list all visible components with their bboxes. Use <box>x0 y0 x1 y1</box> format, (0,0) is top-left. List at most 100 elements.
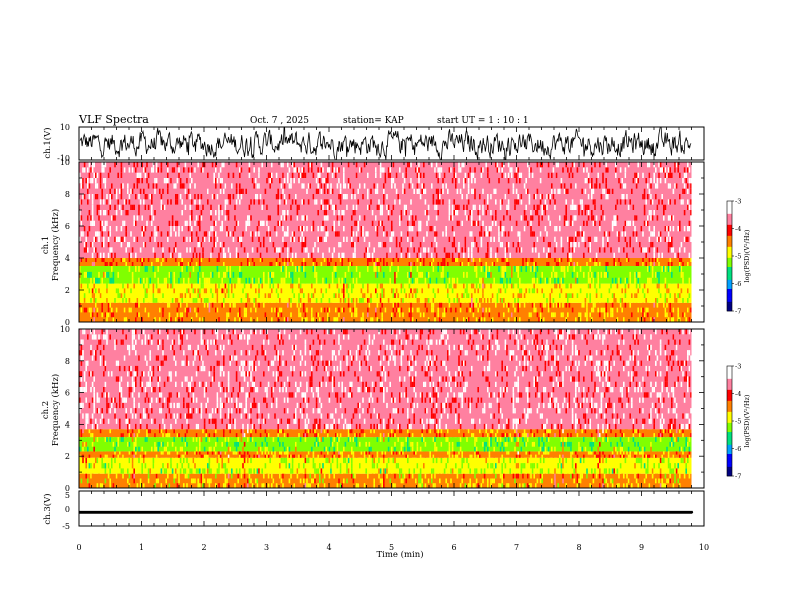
spectrogram-cell <box>408 183 411 189</box>
spectrogram-cell <box>434 226 436 232</box>
spectrogram-cell <box>376 188 379 194</box>
spectrogram-cell <box>587 194 590 200</box>
spectrogram-cell <box>547 312 550 318</box>
spectrogram-cell <box>240 167 243 173</box>
spectrogram-cell <box>325 204 327 210</box>
spectrogram-cell <box>176 199 179 205</box>
spectrogram-cell <box>347 178 350 184</box>
spectrogram-cell <box>634 283 636 289</box>
spectrogram-cell <box>279 307 281 313</box>
spectrogram-cell <box>642 220 644 226</box>
spectrogram-cell <box>498 317 500 322</box>
spectrogram-cell <box>175 220 177 226</box>
spectrogram-cell <box>239 242 241 248</box>
spectrogram-cell <box>231 288 233 294</box>
spectrogram-cell <box>467 288 470 294</box>
spectrogram-cell <box>469 242 471 248</box>
spectrogram-cell <box>514 172 516 178</box>
spectrogram-cell <box>346 204 348 210</box>
spectrogram-cell <box>290 283 292 289</box>
spectrogram-cell <box>424 277 427 284</box>
spectrogram-cell <box>424 215 427 221</box>
spectrogram-cell <box>133 162 135 168</box>
spectrogram-cell <box>367 188 369 194</box>
spectrogram-cell <box>431 183 433 189</box>
spectrogram-cell <box>173 199 175 205</box>
spectrogram-cell <box>511 312 513 318</box>
spectrogram-cell <box>290 288 292 294</box>
spectrogram-cell <box>480 236 483 242</box>
spectrogram-cell <box>112 236 115 242</box>
spectrogram-cell <box>432 271 435 278</box>
spectrogram-cell <box>469 302 471 308</box>
spectrogram-cell <box>138 298 140 303</box>
spectrogram-cell <box>615 220 617 226</box>
spectrogram-cell <box>170 271 172 278</box>
spectrogram-cell <box>247 298 249 303</box>
spectrogram-cell <box>477 266 479 272</box>
spectrogram-cell <box>471 298 473 303</box>
spectrogram-cell <box>448 215 451 221</box>
spectrogram-cell <box>216 258 219 262</box>
spectrogram-cell <box>115 220 118 226</box>
spectrogram-cell <box>130 288 132 294</box>
spectrogram-cell <box>461 258 463 262</box>
spectrogram-cell <box>400 210 403 216</box>
spectrogram-cell <box>288 258 291 262</box>
spectrogram-cell <box>511 172 513 178</box>
spectrogram-cell <box>467 307 470 313</box>
spectrogram-cell <box>253 302 255 308</box>
spectrogram-cell <box>101 293 103 298</box>
spectrogram-cell <box>226 266 228 272</box>
spectrogram-cell <box>501 258 503 262</box>
spectrogram-cell <box>226 204 228 210</box>
spectrogram-cell <box>154 271 156 278</box>
spectrogram-cell <box>202 266 204 272</box>
spectrogram-cell <box>181 312 183 318</box>
spectrogram-cell <box>413 199 415 205</box>
spectrogram-cell <box>346 247 348 253</box>
spectrogram-cell <box>434 242 436 248</box>
spectrogram-cell <box>487 167 489 173</box>
spectrogram-cell <box>539 178 542 184</box>
spectrogram-cell <box>171 220 174 226</box>
spectrogram-cell <box>189 194 191 200</box>
spectrogram-cell <box>595 293 598 298</box>
spectrogram-cell <box>266 277 268 284</box>
spectrogram-cell <box>455 283 457 289</box>
spectrogram-cell <box>290 298 292 303</box>
spectrogram-cell <box>90 277 92 284</box>
spectrogram-cell <box>219 178 222 184</box>
spectrogram-cell <box>224 215 227 221</box>
spectrogram-cell <box>442 199 444 205</box>
spectrogram-cell <box>339 283 342 289</box>
spectrogram-cell <box>549 210 551 216</box>
spectrogram-cell <box>317 247 319 253</box>
spectrogram-cell <box>552 167 555 173</box>
spectrogram-cell <box>285 247 287 253</box>
spectrogram-cell <box>567 162 569 168</box>
spectrogram-cell <box>88 183 91 189</box>
spectrogram-cell <box>459 247 462 253</box>
spectrogram-cell <box>312 266 315 272</box>
spectrogram-cell <box>383 194 385 200</box>
spectrogram-cell <box>455 247 457 253</box>
spectrogram-cell <box>280 231 283 237</box>
spectrogram-cell <box>328 204 331 210</box>
spectrogram-cell <box>383 293 385 298</box>
spectrogram-cell <box>175 199 177 205</box>
spectrogram-cell <box>474 226 476 232</box>
spectrogram-cell <box>640 298 643 303</box>
spectrogram-cell <box>218 288 220 294</box>
spectrogram-cell <box>112 199 115 205</box>
spectrogram-cell <box>376 293 379 298</box>
spectrogram-cell <box>418 298 420 303</box>
spectrogram-cell <box>147 199 150 205</box>
spectrogram-cell <box>83 210 86 216</box>
spectrogram-cell <box>101 236 103 242</box>
spectrogram-cell <box>413 262 415 266</box>
spectrogram-cell <box>307 307 310 313</box>
spectrogram-cell <box>248 266 251 272</box>
spectrogram-cell <box>639 215 641 221</box>
spectrogram-cell <box>146 307 148 313</box>
